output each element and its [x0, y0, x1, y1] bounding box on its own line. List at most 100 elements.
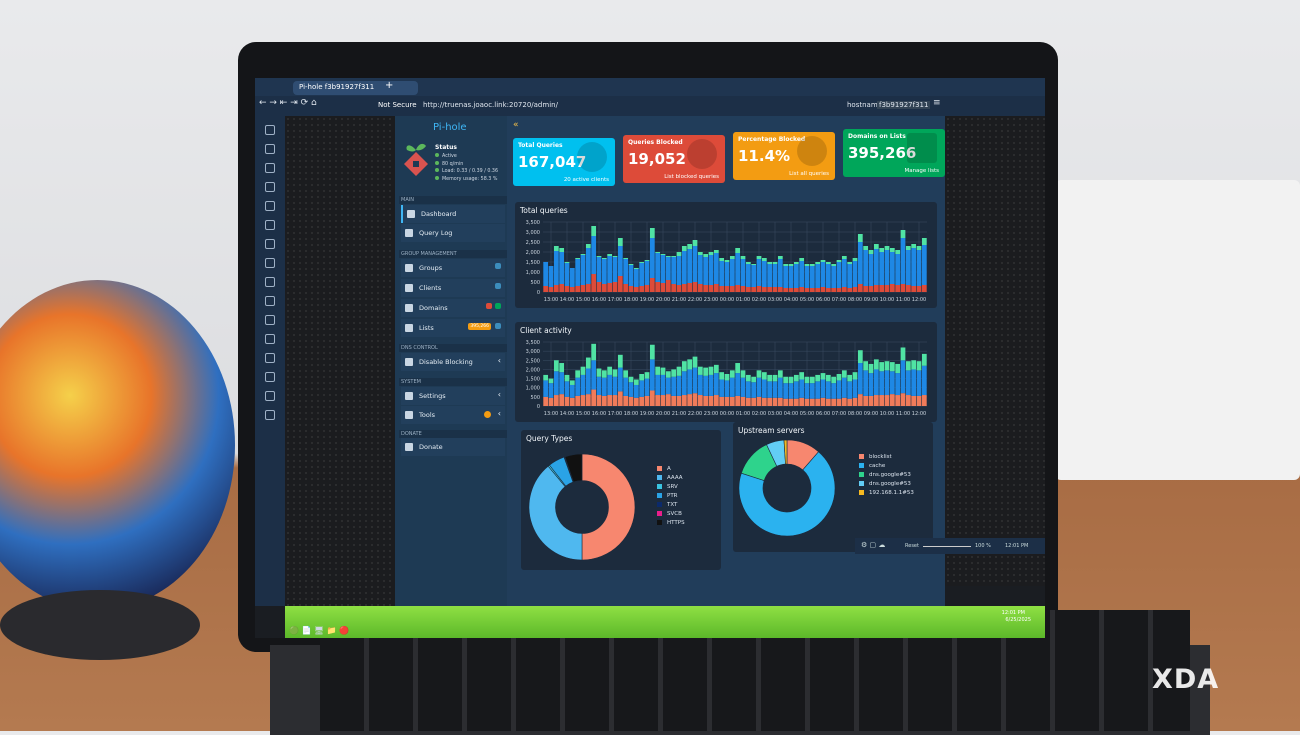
legend-label: SRV — [667, 483, 678, 490]
status-bar-icons[interactable]: ⚙ ▢ ☁ — [861, 541, 886, 549]
menu-icon[interactable]: ≡ — [933, 98, 941, 108]
bar-segment — [601, 258, 607, 259]
panel-icon[interactable] — [265, 258, 275, 268]
bar-segment — [745, 397, 751, 406]
bar-segment — [905, 361, 911, 371]
panel-icon[interactable] — [265, 410, 275, 420]
donut-slice[interactable] — [564, 453, 583, 483]
sidebar-item-donate[interactable]: Donate — [401, 438, 505, 456]
panel-icon[interactable] — [265, 144, 275, 154]
y-tick-label: 1,000 — [526, 270, 540, 276]
card-footer-link[interactable]: List blocked queries — [664, 174, 719, 180]
panel-icon[interactable] — [265, 391, 275, 401]
legend-item[interactable]: cache — [859, 461, 914, 470]
panel-icon[interactable] — [265, 201, 275, 211]
bar-segment — [905, 370, 911, 396]
new-tab-button[interactable]: + — [385, 80, 394, 91]
legend-item[interactable]: AAAA — [657, 473, 685, 482]
panel-icon[interactable] — [265, 353, 275, 363]
panel-icon[interactable] — [265, 163, 275, 173]
bar-segment — [724, 374, 730, 381]
donut-slice[interactable] — [783, 439, 788, 465]
legend-item[interactable]: SVCB — [657, 509, 685, 518]
bar-segment — [681, 371, 687, 396]
bar-segment — [911, 286, 917, 292]
bar-segment — [857, 394, 863, 406]
panel-icon[interactable] — [265, 220, 275, 230]
sidebar-item-groups[interactable]: Groups — [401, 259, 505, 277]
sidebar-item-dashboard[interactable]: Dashboard — [401, 205, 505, 223]
legend-item[interactable]: PTR — [657, 491, 685, 500]
donut-slice[interactable] — [738, 451, 836, 537]
bar-segment — [585, 357, 591, 369]
card-footer-link[interactable]: 20 active clients — [563, 177, 609, 183]
x-tick-label: 05:00 — [800, 297, 814, 303]
panel-icon[interactable] — [265, 296, 275, 306]
panel-icon[interactable] — [265, 277, 275, 287]
bar-segment — [793, 398, 799, 406]
bar-segment — [793, 264, 799, 288]
bar-segment — [756, 256, 762, 259]
card-footer-link[interactable]: Manage lists — [904, 168, 939, 174]
address-bar[interactable]: ← → ⇤ ⇥ ⟳ ⌂ Not Secure http://truenas.jo… — [255, 96, 1045, 116]
sidebar-item-clients[interactable]: Clients — [401, 279, 505, 297]
navigation-icons[interactable]: ← → ⇤ ⇥ ⟳ ⌂ — [259, 98, 317, 108]
bar-segment — [777, 377, 783, 398]
bar-segment — [607, 254, 613, 256]
legend-item[interactable]: SRV — [657, 482, 685, 491]
count-badge — [495, 303, 501, 309]
bar-segment — [548, 378, 554, 384]
panel-icon[interactable] — [265, 334, 275, 344]
chevron-left-icon[interactable]: ‹ — [497, 390, 501, 399]
bar-segment — [639, 263, 645, 286]
bar-segment — [580, 255, 586, 285]
sidebar-item-disable-blocking[interactable]: Disable Blocking ‹ — [401, 353, 505, 371]
card-footer-link[interactable]: List all queries — [789, 171, 829, 177]
donut-slice[interactable] — [528, 465, 583, 561]
bar-segment — [868, 395, 874, 406]
bar-segment — [900, 347, 906, 361]
sidebar-item-query-log[interactable]: Query Log — [401, 224, 505, 242]
bar-segment — [676, 252, 682, 256]
bar-segment — [761, 379, 767, 398]
bar-segment — [628, 286, 634, 292]
sidebar-item-settings[interactable]: Settings ‹ — [401, 387, 505, 405]
url-text[interactable]: http://truenas.joaoc.link:20720/admin/ — [423, 101, 558, 109]
bar-segment — [633, 397, 639, 406]
bar-segment — [569, 380, 575, 385]
legend-item[interactable]: blocklist — [859, 452, 914, 461]
sidebar-item-tools[interactable]: Tools ‹ — [401, 406, 505, 424]
bar-segment — [719, 261, 725, 286]
legend-item[interactable]: TXT — [657, 500, 685, 509]
bar-segment — [820, 287, 826, 292]
zoom-reset-button[interactable]: Reset — [905, 543, 919, 549]
panel-icon[interactable] — [265, 182, 275, 192]
sidebar-item-domains[interactable]: Domains — [401, 299, 505, 317]
sidebar-item-lists[interactable]: Lists 395,266 — [401, 319, 505, 337]
file-icon — [405, 229, 413, 237]
chevron-left-icon[interactable]: ‹ — [497, 409, 501, 418]
donut-slice[interactable] — [581, 453, 636, 561]
panel-icon[interactable] — [265, 239, 275, 249]
bar-segment — [809, 398, 815, 406]
legend-item[interactable]: dns.google#53 — [859, 479, 914, 488]
bar-segment — [895, 363, 901, 374]
bar-segment — [665, 371, 671, 378]
hostname-label: hostname: — [847, 101, 885, 109]
panel-icon[interactable] — [265, 315, 275, 325]
legend-label: SVCB — [667, 510, 682, 517]
panel-icon[interactable] — [265, 372, 275, 382]
bar-segment — [617, 276, 623, 292]
chevron-left-icon[interactable]: ‹ — [497, 356, 501, 365]
legend-item[interactable]: HTTPS — [657, 518, 685, 527]
legend-item[interactable]: dns.google#53 — [859, 470, 914, 479]
sidebar-toggle-icon[interactable]: « — [513, 120, 519, 130]
browser-tab[interactable]: Pi-hole f3b91927f311 — [293, 81, 418, 95]
x-tick-label: 13:00 — [544, 297, 558, 303]
lists-count-badge: 395,266 — [468, 323, 491, 330]
legend-item[interactable]: 192.168.1.1#53 — [859, 488, 914, 497]
taskbar-app-icons[interactable]: 🟢 📄 🖥 📁 🔴 — [289, 626, 350, 635]
panel-icon[interactable] — [265, 125, 275, 135]
zoom-slider[interactable] — [923, 546, 971, 547]
legend-item[interactable]: A — [657, 464, 685, 473]
